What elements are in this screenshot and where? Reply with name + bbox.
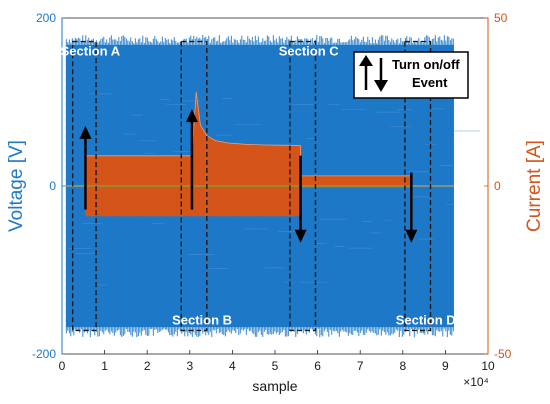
section-box-2 — [180, 40, 208, 332]
y-left-tick-label-0: 200 — [36, 11, 56, 25]
section-label-3: Section C — [279, 44, 340, 59]
event-arrow-down-icon-4 — [405, 229, 418, 243]
section-box-1 — [71, 40, 97, 332]
arrow-up-icon — [359, 55, 373, 90]
x-tick-label-4: 4 — [229, 359, 236, 373]
section-box-3 — [289, 40, 317, 332]
annotations: Section A Section B Section C Section D — [61, 40, 456, 332]
section-box-4 — [404, 40, 432, 332]
y-right-tick-label-0: 50 — [494, 11, 508, 25]
y-right-tick-label-2: -50 — [494, 347, 512, 361]
current-series-envelope — [66, 91, 454, 217]
x-exponent-label: ×10⁴ — [463, 375, 489, 389]
x-label: sample — [252, 378, 297, 394]
x-tick-label-8: 8 — [399, 359, 406, 373]
x-tick-label-9: 9 — [442, 359, 449, 373]
legend-line-1: Turn on/off — [392, 57, 460, 72]
legend: Turn on/off Event — [353, 51, 469, 99]
legend-box — [353, 51, 469, 99]
section-label-1: Section A — [61, 44, 121, 59]
event-arrow-up-icon-2 — [185, 109, 198, 123]
section-label-2: Section B — [172, 312, 232, 327]
x-tick-label-3: 3 — [186, 359, 193, 373]
x-tick-label-10: 10 — [481, 359, 495, 373]
x-tick-label-7: 7 — [357, 359, 364, 373]
current-series-edge — [66, 91, 454, 187]
y-left-tick-label-1: 0 — [49, 179, 56, 193]
legend-line-2: Event — [412, 75, 448, 90]
event-arrow-up-icon-1 — [79, 125, 92, 139]
x-tick-label-0: 0 — [59, 359, 66, 373]
x-tick-label-5: 5 — [272, 359, 279, 373]
x-tick-label-1: 1 — [101, 359, 108, 373]
y-right-label: Current [A] — [524, 140, 545, 232]
section-label-4: Section D — [396, 312, 456, 327]
y-left-tick-label-2: -200 — [32, 347, 56, 361]
arrow-down-icon — [374, 58, 388, 92]
event-arrow-down-icon-3 — [294, 229, 307, 243]
x-tick-label-6: 6 — [314, 359, 321, 373]
y-right-tick-label-1: 0 — [494, 179, 501, 193]
x-tick-label-2: 2 — [144, 359, 151, 373]
y-left-label: Voltage [V] — [6, 140, 27, 232]
